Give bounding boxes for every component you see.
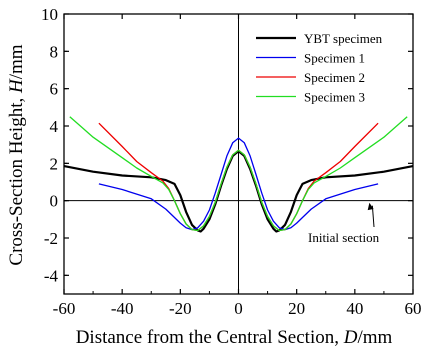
legend-label-specimen-3: Specimen 3 [304, 90, 365, 105]
x-axis-title-prefix: Distance from the Central Section, [76, 327, 344, 348]
legend-label-ybt-specimen: YBT specimen [304, 31, 383, 46]
x-tick-label: -40 [111, 299, 134, 318]
plot-area [63, 14, 414, 294]
y-axis-title-prefix: Cross-Section Height, [6, 93, 27, 266]
annotation: Initial section [308, 202, 380, 245]
y-tick-label: 4 [50, 117, 59, 136]
y-tick-label: 10 [41, 5, 58, 24]
x-axis-title-unit: /mm [357, 327, 392, 348]
x-tick-label: 0 [234, 299, 243, 318]
annotation-label: Initial section [308, 230, 380, 245]
x-tick-label: 60 [405, 299, 422, 318]
annotation-arrow [371, 205, 375, 228]
series-line-ybt-specimen [63, 150, 414, 233]
y-tick-label: 2 [50, 154, 59, 173]
legend-label-specimen-1: Specimen 1 [304, 51, 365, 66]
y-tick-label: -4 [44, 266, 59, 285]
x-tick-label: -20 [169, 299, 192, 318]
legend-label-specimen-2: Specimen 2 [304, 70, 365, 85]
y-tick-label: 6 [50, 80, 59, 99]
series-line-specimen-1 [98, 137, 379, 231]
y-tick-label: 0 [50, 192, 59, 211]
x-tick-label: -60 [53, 299, 76, 318]
x-tick-label: 40 [346, 299, 363, 318]
y-axis-title-unit: /mm [6, 44, 27, 79]
legend: YBT specimen Specimen 1 Specimen 2 Specimen… [256, 31, 383, 105]
series-line-specimen-3 [69, 116, 408, 232]
x-axis-title: Distance from the Central Section, D/mm [76, 327, 393, 348]
x-axis-title-var: D [343, 327, 358, 348]
y-tick-label: -2 [44, 229, 58, 248]
y-axis-title-var: H [6, 78, 27, 94]
annotation-arrowhead [367, 202, 374, 211]
y-axis-title: Cross-Section Height, H/mm [6, 44, 27, 265]
x-tick-label: 20 [288, 299, 305, 318]
y-tick-label: 8 [50, 42, 59, 61]
